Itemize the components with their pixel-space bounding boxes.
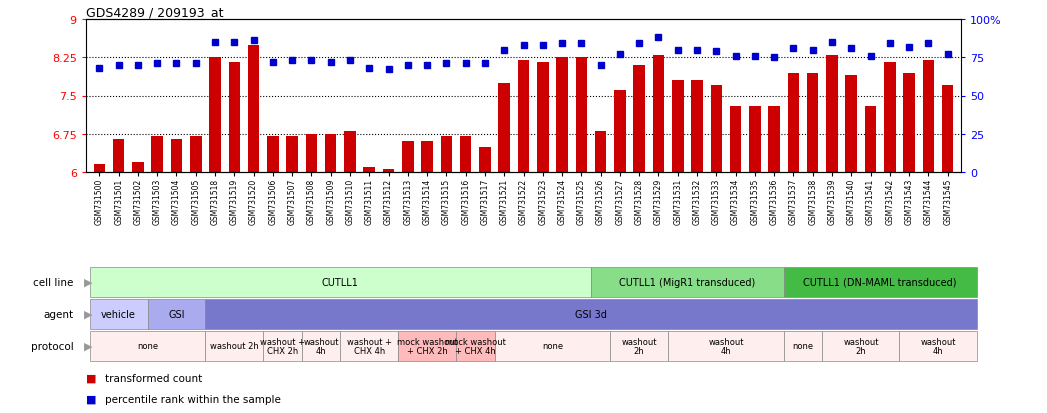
Bar — [668, 331, 784, 361]
Text: ■: ■ — [86, 394, 96, 404]
Bar — [287, 137, 298, 173]
Text: washout
2h: washout 2h — [843, 337, 878, 356]
Bar — [113, 140, 125, 173]
Bar — [90, 299, 148, 329]
Bar — [340, 331, 398, 361]
Text: washout +
CHX 4h: washout + CHX 4h — [347, 337, 392, 356]
Text: GDS4289 / 209193_at: GDS4289 / 209193_at — [86, 6, 223, 19]
Bar — [402, 142, 414, 173]
Bar — [633, 66, 645, 173]
Bar — [494, 331, 610, 361]
Bar — [498, 83, 510, 173]
Text: washout
4h: washout 4h — [304, 337, 339, 356]
Text: mock washout
+ CHX 4h: mock washout + CHX 4h — [445, 337, 506, 356]
Bar — [591, 267, 784, 297]
Bar — [787, 74, 799, 173]
Bar — [383, 170, 395, 173]
Bar — [537, 63, 549, 173]
Bar — [302, 331, 340, 361]
Bar — [904, 74, 915, 173]
Text: ■: ■ — [86, 373, 96, 383]
Text: ▶: ▶ — [84, 309, 92, 319]
Bar — [132, 162, 143, 173]
Bar — [784, 331, 822, 361]
Bar — [421, 142, 432, 173]
Bar — [228, 63, 240, 173]
Text: washout +
CHX 2h: washout + CHX 2h — [260, 337, 305, 356]
Text: none: none — [542, 342, 563, 351]
Text: GSI 3d: GSI 3d — [575, 309, 607, 319]
Bar — [749, 107, 760, 173]
Bar — [90, 331, 205, 361]
Bar — [363, 168, 375, 173]
Bar — [865, 107, 876, 173]
Text: washout 2h: washout 2h — [210, 342, 259, 351]
Text: mock washout
+ CHX 2h: mock washout + CHX 2h — [397, 337, 458, 356]
Bar — [93, 165, 105, 173]
Bar — [576, 58, 587, 173]
Bar — [480, 147, 491, 173]
Bar — [768, 107, 780, 173]
Bar — [152, 137, 163, 173]
Bar — [517, 61, 530, 173]
Bar — [209, 58, 221, 173]
Bar — [306, 134, 317, 173]
Bar — [325, 134, 336, 173]
Text: CUTLL1: CUTLL1 — [321, 277, 359, 287]
Bar — [942, 86, 954, 173]
Bar — [595, 132, 606, 173]
Text: CUTLL1 (MigR1 transduced): CUTLL1 (MigR1 transduced) — [619, 277, 756, 287]
Bar — [822, 331, 899, 361]
Text: vehicle: vehicle — [102, 309, 136, 319]
Bar — [460, 137, 471, 173]
Bar — [248, 45, 260, 173]
Bar — [615, 91, 626, 173]
Bar — [398, 331, 456, 361]
Bar — [846, 76, 857, 173]
Bar — [148, 299, 205, 329]
Bar — [899, 331, 977, 361]
Text: agent: agent — [43, 309, 73, 319]
Bar — [205, 299, 977, 329]
Text: cell line: cell line — [32, 277, 73, 287]
Bar — [344, 132, 356, 173]
Bar — [190, 137, 201, 173]
Bar — [691, 81, 703, 173]
Text: transformed count: transformed count — [105, 373, 202, 383]
Text: none: none — [137, 342, 158, 351]
Bar — [884, 63, 895, 173]
Bar — [610, 331, 668, 361]
Bar — [730, 107, 741, 173]
Bar — [652, 56, 664, 173]
Text: none: none — [793, 342, 814, 351]
Bar — [826, 56, 838, 173]
Bar — [807, 74, 819, 173]
Bar — [784, 267, 977, 297]
Text: GSI: GSI — [169, 309, 184, 319]
Bar — [205, 331, 263, 361]
Bar — [441, 137, 452, 173]
Bar — [922, 61, 934, 173]
Bar — [263, 331, 302, 361]
Text: protocol: protocol — [30, 341, 73, 351]
Bar — [171, 140, 182, 173]
Text: ▶: ▶ — [84, 277, 92, 287]
Text: washout
4h: washout 4h — [920, 337, 956, 356]
Bar — [556, 58, 567, 173]
Text: washout
4h: washout 4h — [708, 337, 743, 356]
Text: ▶: ▶ — [84, 341, 92, 351]
Bar — [711, 86, 722, 173]
Text: washout
2h: washout 2h — [622, 337, 656, 356]
Bar — [672, 81, 684, 173]
Text: CUTLL1 (DN-MAML transduced): CUTLL1 (DN-MAML transduced) — [803, 277, 957, 287]
Bar — [456, 331, 494, 361]
Bar — [267, 137, 279, 173]
Text: percentile rank within the sample: percentile rank within the sample — [105, 394, 281, 404]
Bar — [90, 267, 591, 297]
